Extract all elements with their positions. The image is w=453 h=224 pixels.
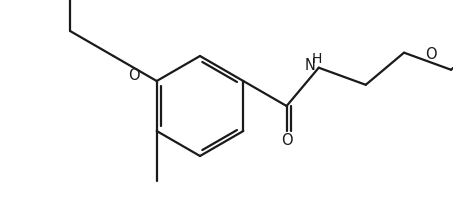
Text: O: O (425, 47, 436, 62)
Text: O: O (128, 68, 140, 83)
Text: O: O (281, 133, 293, 147)
Text: H: H (312, 52, 322, 66)
Text: N: N (304, 58, 315, 73)
